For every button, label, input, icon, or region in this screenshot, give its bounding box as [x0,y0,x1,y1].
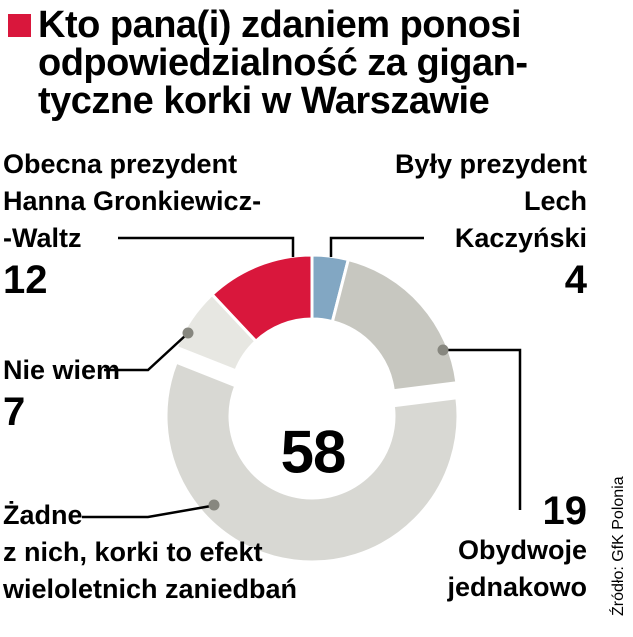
value-kaczynski: 4 [564,258,587,302]
label-hgw: Obecna prezydent Hanna Gronkiewicz- -Wal… [3,146,261,301]
title-line-1: Kto pana(i) zdaniem ponosi [38,4,522,46]
label-obydwoje-line-2: jednakowo [447,572,587,602]
leader-dots [182,327,449,511]
leader-dot-zadne [208,499,220,511]
donut-slices [164,253,460,564]
value-nie-wiem: 7 [3,390,26,434]
chart-title: Kto pana(i) zdaniem ponosi odpowiedzialn… [38,4,528,122]
pie-slice-3-value-58 [164,360,460,564]
label-kaczynski: Były prezydent Lech Kaczyński 4 [395,146,587,301]
leader-line-kaczynski [329,236,424,257]
leader-dot-obydwoje [437,344,449,356]
label-obydwoje: 19 Obydwoje jednakowo [447,490,587,606]
value-hgw: 12 [3,258,48,302]
label-obydwoje-line-1: Obydwoje [457,535,587,565]
leader-line-hgw [118,236,295,257]
title-line-3: tyczne korki w Warszawie [38,80,490,122]
leader-line-niewiem [104,334,187,372]
label-zadne: Żadne z nich, korki to efekt wieloletnic… [3,497,297,608]
label-nie-wiem-line-1: Nie wiem [3,355,121,385]
label-kaczynski-line-2: Lech [523,186,587,216]
leader-dot-niewiem [182,327,194,339]
title-line-2: odpowiedzialność za gigan- [38,42,528,84]
label-nie-wiem: Nie wiem 7 [3,352,120,433]
label-zadne-line-2: z nich, korki to efekt [3,537,263,567]
label-kaczynski-line-1: Były prezydent [394,149,587,179]
pie-slice-2-value-19 [330,257,459,393]
leader-line-zadne [82,504,212,519]
center-value: 58 [280,418,347,486]
label-hgw-line-2: Hanna Gronkiewicz- [3,186,262,216]
label-zadne-line-1: Żadne [3,500,83,530]
label-kaczynski-line-3: Kaczyński [454,223,587,253]
value-obydwoje: 19 [542,489,588,533]
leader-line-obydwoje [446,348,522,510]
label-hgw-line-3: -Waltz [3,223,82,253]
leader-lines [82,236,522,519]
title-bullet [8,14,31,37]
source-credit: Źródło: GfK Polonia [610,476,627,616]
label-hgw-line-1: Obecna prezydent [3,149,238,179]
label-zadne-line-3: wieloletnich zaniedbań [3,574,298,604]
